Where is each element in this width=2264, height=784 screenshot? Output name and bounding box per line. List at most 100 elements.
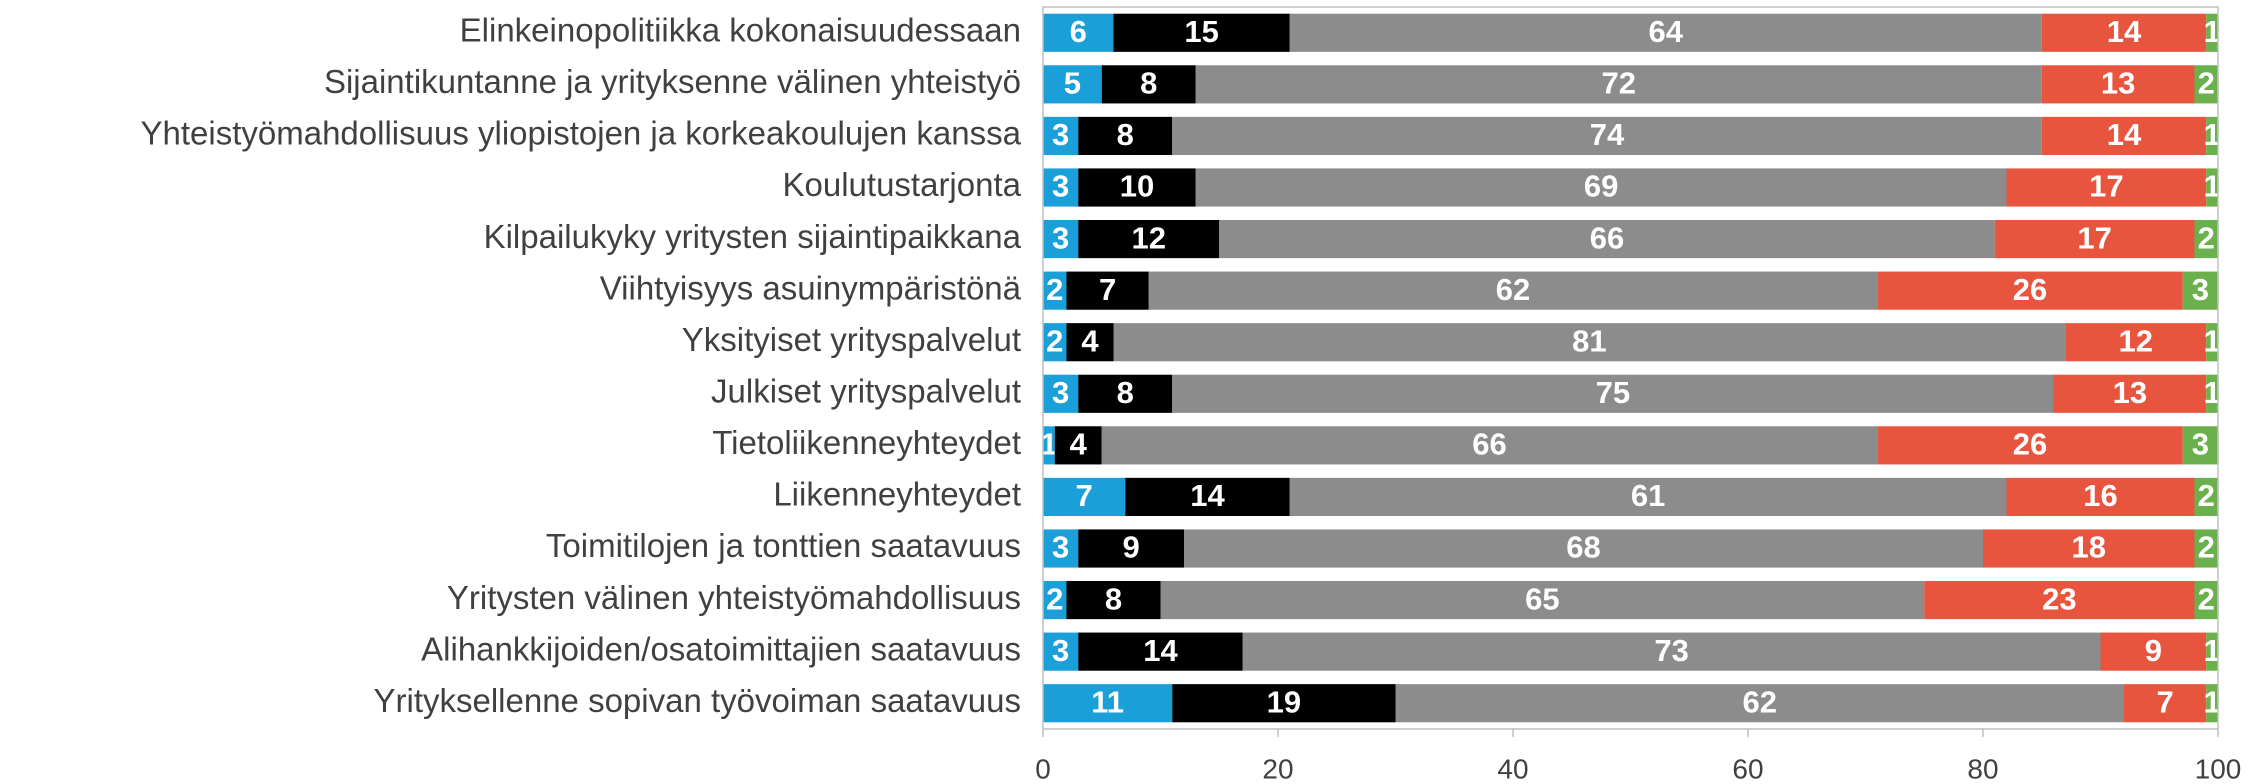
bar-segment xyxy=(1043,168,1079,207)
bar-segment xyxy=(2041,65,2195,104)
x-tick-label: 60 xyxy=(1732,753,1763,784)
bar-segment xyxy=(2194,477,2218,517)
bar-segment xyxy=(1066,271,1149,310)
value-label: 1 xyxy=(2204,633,2221,668)
value-label: 3 xyxy=(2192,272,2209,307)
value-label: 74 xyxy=(1590,117,1625,152)
value-label: 8 xyxy=(1140,66,1157,101)
bar-segment xyxy=(1043,426,1055,465)
value-label: 15 xyxy=(1184,14,1218,49)
value-label: 26 xyxy=(2013,272,2047,307)
category-label: Liikenneyhteydet xyxy=(773,476,1021,513)
value-label: 3 xyxy=(2192,427,2209,462)
value-label: 12 xyxy=(2119,323,2153,358)
category-label: Sijaintikuntanne ja yrityksenne välinen … xyxy=(324,63,1021,100)
bar-segment xyxy=(2041,116,2207,156)
category-label: Elinkeinopolitiikka kokonaisuudessaan xyxy=(460,12,1021,49)
bar-segment xyxy=(2206,168,2218,207)
value-label: 66 xyxy=(1590,220,1624,255)
bar-segment xyxy=(1054,426,1102,465)
bar-segment xyxy=(2206,632,2218,671)
category-label: Kilpailukyky yritysten sijaintipaikkana xyxy=(484,218,1022,255)
bar-segment xyxy=(1043,323,1067,362)
category-label: Julkiset yrityspalvelut xyxy=(711,373,1021,410)
bar-segment xyxy=(2206,116,2218,156)
value-label: 7 xyxy=(1076,478,1093,513)
value-label: 18 xyxy=(2072,530,2106,565)
bar-segment xyxy=(1219,219,1995,259)
value-label: 72 xyxy=(1602,66,1636,101)
value-label: 4 xyxy=(1081,323,1099,358)
bar-segment xyxy=(2124,684,2207,723)
value-label: 14 xyxy=(1190,478,1225,513)
bar-segment xyxy=(1043,477,1126,517)
value-label: 1 xyxy=(2204,117,2221,152)
bar-segment xyxy=(1078,632,1243,671)
bar-segment xyxy=(2006,477,2195,517)
bar-segment xyxy=(1242,632,2101,671)
bar-segment xyxy=(1113,323,2066,362)
value-label: 1 xyxy=(2204,375,2221,410)
value-label: 2 xyxy=(1046,272,1063,307)
category-label: Koulutustarjonta xyxy=(783,166,1022,203)
bar-segment xyxy=(2194,580,2218,620)
category-label: Yksityiset yrityspalvelut xyxy=(682,321,1021,358)
bar-segment xyxy=(2053,374,2207,413)
value-label: 62 xyxy=(1743,684,1777,719)
value-label: 1 xyxy=(1040,427,1057,462)
bar-segment xyxy=(1125,477,1290,517)
bar-segment xyxy=(2194,65,2218,104)
bar-segment xyxy=(1066,580,1161,620)
bar-segment xyxy=(1172,684,1396,723)
value-label: 4 xyxy=(1070,427,1088,462)
bar-segment xyxy=(1101,65,1196,104)
bar-segment xyxy=(1043,580,1067,620)
value-label: 61 xyxy=(1631,478,1665,513)
value-label: 19 xyxy=(1267,684,1301,719)
bar-segment xyxy=(1043,13,1114,52)
value-label: 13 xyxy=(2113,375,2147,410)
plot-border xyxy=(1042,6,2219,730)
bar-segment xyxy=(2194,219,2218,259)
value-label: 11 xyxy=(1091,684,1124,719)
value-label: 14 xyxy=(1143,633,1178,668)
value-label: 8 xyxy=(1117,375,1134,410)
bar-segment xyxy=(2194,529,2218,568)
value-label: 14 xyxy=(2107,117,2142,152)
bar-segment xyxy=(1078,374,1173,413)
value-label: 3 xyxy=(1052,375,1069,410)
x-tick-label: 80 xyxy=(1967,753,1998,784)
x-tick-label: 0 xyxy=(1035,753,1051,784)
bar-segment xyxy=(2006,168,2207,207)
value-label: 65 xyxy=(1525,581,1559,616)
value-label: 68 xyxy=(1566,530,1600,565)
value-label: 5 xyxy=(1064,66,1081,101)
value-label: 8 xyxy=(1105,581,1122,616)
bar-segment xyxy=(1184,529,1983,568)
value-label: 8 xyxy=(1117,117,1134,152)
category-label: Yrityksellenne sopivan työvoiman saatavu… xyxy=(373,682,1021,719)
bar-segment xyxy=(1043,374,1079,413)
value-label: 64 xyxy=(1649,14,1684,49)
value-label: 26 xyxy=(2013,427,2047,462)
value-label: 3 xyxy=(1052,117,1069,152)
bar-segment xyxy=(1043,632,1079,671)
bar-segment xyxy=(1148,271,1878,310)
value-label: 2 xyxy=(2198,66,2215,101)
x-tick-label: 40 xyxy=(1497,753,1528,784)
value-label: 2 xyxy=(1046,581,1063,616)
bar-segment xyxy=(2182,271,2218,310)
value-label: 9 xyxy=(2145,633,2162,668)
value-label: 1 xyxy=(2204,684,2221,719)
value-label: 2 xyxy=(2198,478,2215,513)
value-label: 1 xyxy=(2204,169,2221,204)
bar-segment xyxy=(1078,168,1196,207)
value-label: 2 xyxy=(1046,323,1063,358)
bar-segment xyxy=(1994,219,2195,259)
bar-segment xyxy=(1101,426,1878,465)
value-label: 1 xyxy=(2204,14,2221,49)
bar-segment xyxy=(1195,168,2007,207)
category-label: Yritysten välinen yhteistyömahdollisuus xyxy=(447,579,1021,616)
bar-segment xyxy=(1877,271,2183,310)
